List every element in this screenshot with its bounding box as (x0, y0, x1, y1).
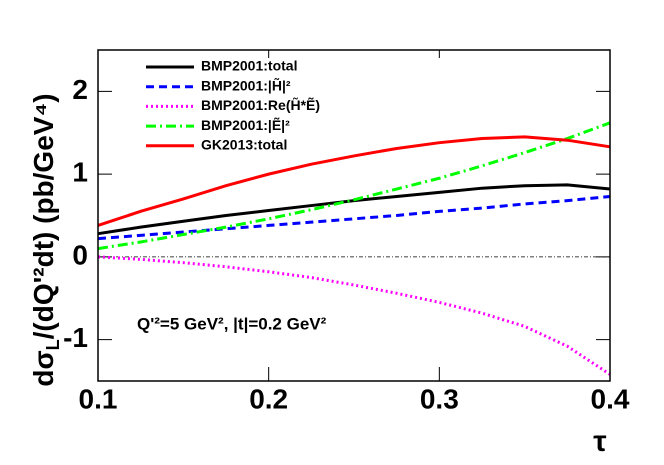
series-line (97, 121, 611, 251)
legend-label: BMP2001:|H̃|² (201, 77, 291, 94)
plot-frame (97, 49, 611, 382)
y-tick-label: 2 (72, 74, 88, 105)
y-tick-label: -1 (63, 322, 88, 353)
y-axis-label: dσL/(dQ'²dt) (pb/GeV⁴) (28, 93, 62, 386)
y-label-part: /(dQ'²dt) (pb/GeV⁴) (28, 93, 59, 339)
x-axis-label: τ (593, 425, 606, 458)
x-tick-label: 0.2 (249, 383, 288, 414)
legend-label: BMP2001:|Ẽ|² (201, 116, 290, 133)
series-line (97, 135, 611, 227)
y-label-part: dσ (28, 350, 59, 386)
series-line (97, 183, 611, 236)
legend-label: BMP2001:total (201, 58, 297, 74)
x-tick-label: 0.3 (420, 383, 459, 414)
x-tick-label: 0.4 (591, 383, 630, 414)
legend-label: BMP2001:Re(H̃*Ẽ) (201, 96, 320, 113)
y-tick-label: 1 (72, 157, 88, 188)
y-tick-label: 0 (72, 239, 88, 270)
annotation: Q'²=5 GeV², |t|=0.2 GeV² (137, 314, 327, 333)
y-label-sub: L (43, 339, 63, 350)
series-line (97, 194, 611, 241)
series-line (97, 255, 611, 376)
x-tick-label: 0.1 (79, 383, 118, 414)
legend-label: GK2013:total (201, 137, 287, 153)
